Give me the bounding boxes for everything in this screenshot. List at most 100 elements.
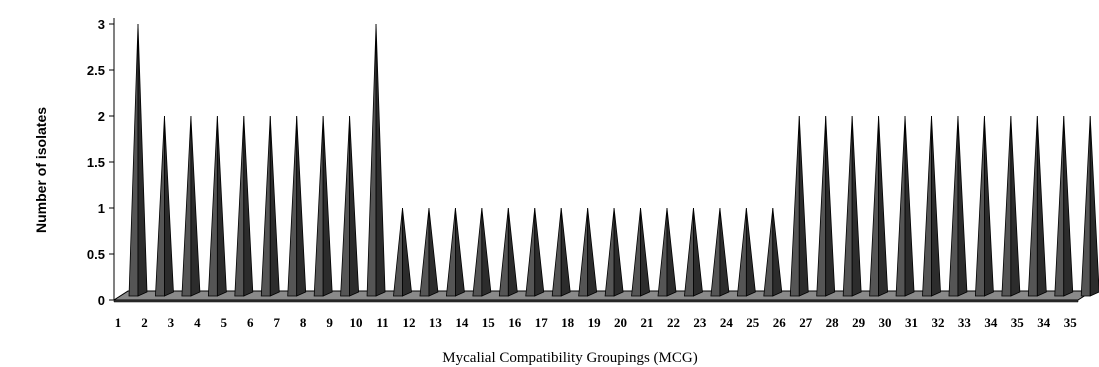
bar-face-side bbox=[534, 207, 545, 297]
x-tick-label: 29 bbox=[852, 315, 866, 330]
bar-face-front bbox=[128, 23, 139, 297]
bar-face-front bbox=[895, 115, 906, 297]
x-tick-label: 18 bbox=[561, 315, 575, 330]
bar-face-front bbox=[551, 207, 562, 297]
bar bbox=[1054, 115, 1074, 297]
bar-face-front bbox=[604, 207, 615, 297]
bar-face-front bbox=[736, 207, 747, 297]
bar bbox=[922, 115, 941, 297]
bar-face-front bbox=[974, 115, 985, 297]
bar-face-side bbox=[375, 23, 386, 297]
y-tick-label: 0 bbox=[98, 293, 105, 308]
bar-face-side bbox=[798, 115, 809, 297]
x-tick-label: 27 bbox=[799, 315, 813, 330]
x-tick-label: 26 bbox=[773, 315, 787, 330]
x-tick-label: 19 bbox=[588, 315, 602, 330]
bar bbox=[948, 115, 968, 297]
bar-face-front bbox=[710, 207, 721, 297]
bar-face-front bbox=[657, 207, 668, 297]
bar bbox=[287, 115, 307, 297]
bar bbox=[260, 115, 280, 297]
bar bbox=[578, 207, 598, 297]
bar-face-side bbox=[693, 207, 703, 297]
x-tick-label: 35 bbox=[1064, 315, 1078, 330]
bar-face-front bbox=[366, 23, 377, 297]
bar-face-side bbox=[402, 207, 412, 297]
bar-face-side bbox=[560, 207, 571, 297]
bar-face-front bbox=[472, 207, 483, 297]
bar bbox=[869, 115, 889, 297]
bar bbox=[604, 207, 624, 297]
bar bbox=[340, 115, 360, 297]
bar-series bbox=[128, 23, 1099, 297]
y-tick-label: 2.5 bbox=[87, 63, 105, 78]
bar-face-side bbox=[507, 207, 518, 297]
y-tick-label: 1.5 bbox=[87, 155, 105, 170]
bar-face-front bbox=[631, 207, 641, 297]
chart-floor bbox=[112, 290, 1094, 303]
bar bbox=[1027, 115, 1047, 297]
bar-face-front bbox=[155, 115, 165, 297]
x-tick-label: 13 bbox=[429, 315, 443, 330]
bar-face-side bbox=[666, 207, 677, 297]
x-tick-label: 34 bbox=[984, 315, 998, 330]
bar bbox=[710, 207, 730, 297]
bar bbox=[551, 207, 571, 297]
bar-face-side bbox=[613, 207, 624, 297]
x-tick-label: 16 bbox=[508, 315, 522, 330]
bar-face-side bbox=[825, 115, 836, 297]
x-axis-title: Mycalial Compatibility Groupings (MCG) bbox=[442, 350, 697, 366]
bar-face-side bbox=[269, 115, 280, 297]
bar-face-side bbox=[481, 207, 492, 297]
bar-face-side bbox=[428, 207, 439, 297]
floor-top bbox=[112, 290, 1094, 301]
bar bbox=[445, 207, 465, 297]
x-tick-label: 22 bbox=[667, 315, 680, 330]
x-tick-label: 6 bbox=[247, 315, 254, 330]
bar-face-side bbox=[984, 115, 994, 297]
bar-face-front bbox=[419, 207, 430, 297]
bar bbox=[816, 115, 836, 297]
y-axis-title: Number of isolates bbox=[33, 107, 49, 233]
bar-face-front bbox=[498, 207, 509, 297]
x-tick-label: 23 bbox=[693, 315, 707, 330]
bar-face-side bbox=[454, 207, 465, 297]
y-tick-label: 2 bbox=[98, 109, 105, 124]
bar-face-side bbox=[1063, 115, 1074, 297]
bar bbox=[789, 115, 809, 297]
bar-face-front bbox=[948, 115, 959, 297]
bar bbox=[419, 207, 439, 297]
bar-face-front bbox=[181, 115, 192, 297]
bar-face-side bbox=[190, 115, 201, 297]
x-tick-label: 28 bbox=[826, 315, 840, 330]
x-tick-label: 33 bbox=[958, 315, 972, 330]
x-tick-label: 2 bbox=[141, 315, 148, 330]
bar bbox=[155, 115, 174, 297]
bar bbox=[181, 115, 201, 297]
bar bbox=[207, 115, 227, 297]
x-tick-label: 5 bbox=[221, 315, 228, 330]
bar bbox=[842, 115, 862, 297]
x-tick-label: 30 bbox=[879, 315, 892, 330]
bar bbox=[736, 207, 756, 297]
x-tick-label: 10 bbox=[350, 315, 363, 330]
bar-face-front bbox=[1080, 115, 1091, 297]
x-tick-label: 32 bbox=[931, 315, 944, 330]
bar bbox=[472, 207, 492, 297]
bar bbox=[366, 23, 386, 297]
bar bbox=[684, 207, 703, 297]
x-tick-label: 20 bbox=[614, 315, 627, 330]
bar bbox=[393, 207, 412, 297]
bar-face-side bbox=[772, 207, 783, 297]
bar-face-front bbox=[525, 207, 536, 297]
bar bbox=[1001, 115, 1021, 297]
bar-face-side bbox=[164, 115, 174, 297]
x-tick-label: 11 bbox=[376, 315, 388, 330]
bar-face-front bbox=[763, 207, 774, 297]
bar bbox=[657, 207, 677, 297]
bar-face-front bbox=[842, 115, 853, 297]
y-axis bbox=[109, 18, 115, 301]
bar bbox=[974, 115, 994, 297]
bar-face-front bbox=[313, 115, 324, 297]
